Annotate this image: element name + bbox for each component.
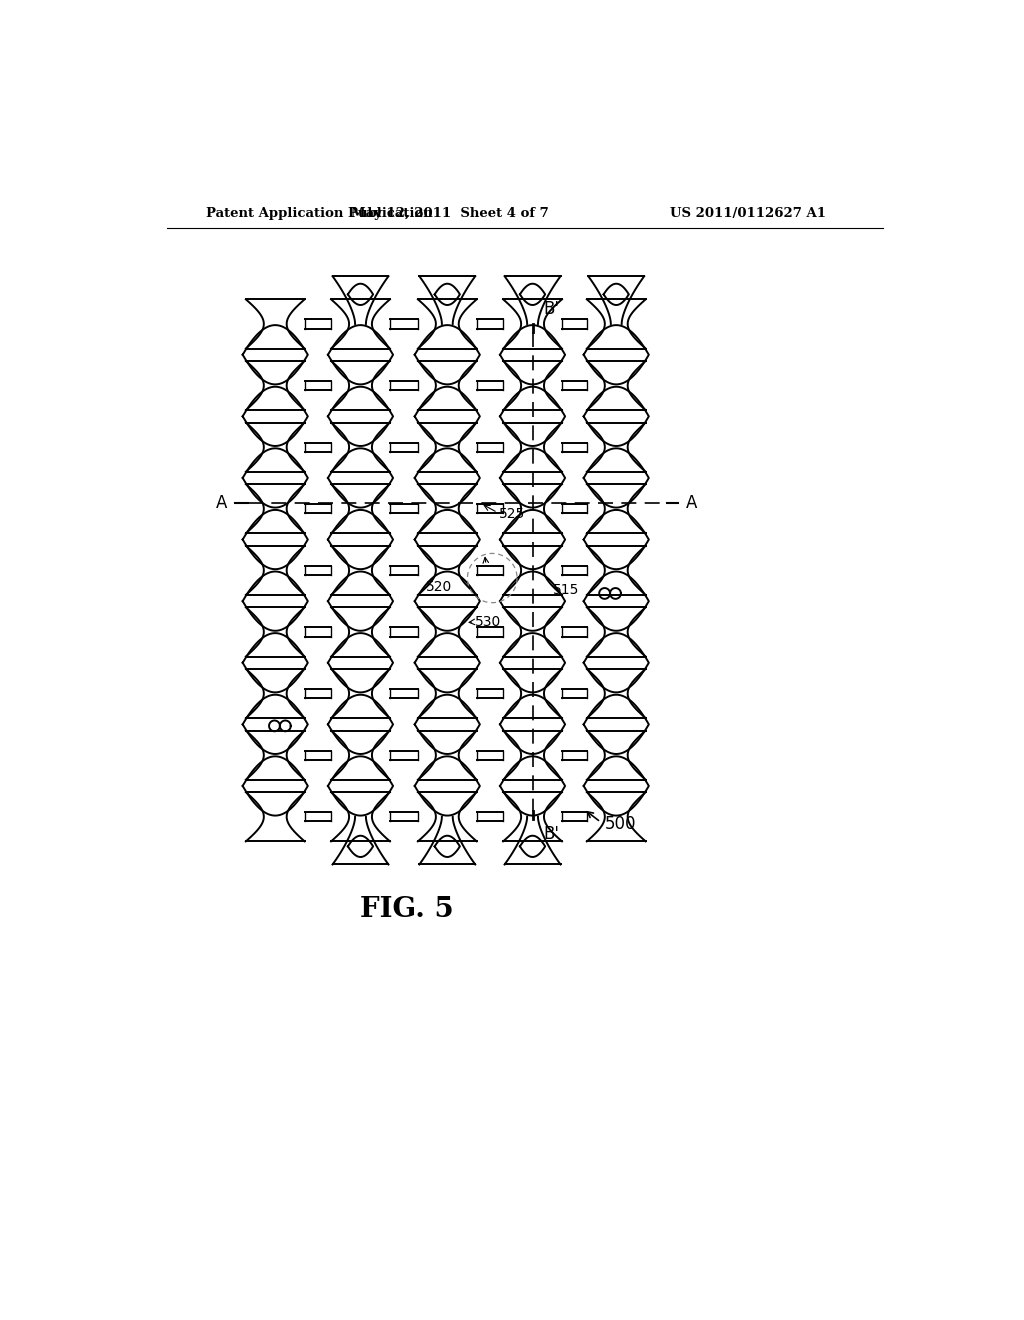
Text: 520: 520 [426, 579, 453, 594]
Text: B': B' [544, 825, 559, 843]
Text: FIG. 5: FIG. 5 [360, 896, 454, 923]
Text: A: A [216, 495, 227, 512]
Text: 515: 515 [553, 582, 580, 597]
Text: 500: 500 [604, 816, 636, 833]
Text: 525: 525 [499, 507, 524, 521]
Text: A: A [686, 495, 697, 512]
Text: US 2011/0112627 A1: US 2011/0112627 A1 [671, 207, 826, 220]
Text: Patent Application Publication: Patent Application Publication [206, 207, 432, 220]
Text: May 12, 2011  Sheet 4 of 7: May 12, 2011 Sheet 4 of 7 [351, 207, 549, 220]
Text: B': B' [544, 300, 559, 318]
Text: 530: 530 [475, 615, 502, 628]
